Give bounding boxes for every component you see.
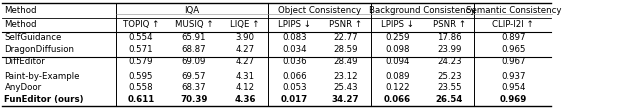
Text: 0.066: 0.066 — [384, 95, 411, 104]
Text: 4.27: 4.27 — [236, 57, 255, 66]
Text: Method: Method — [4, 6, 37, 15]
Text: IQA: IQA — [184, 6, 200, 15]
Text: 0.017: 0.017 — [281, 95, 308, 104]
Text: 23.12: 23.12 — [333, 72, 358, 81]
Text: 3.90: 3.90 — [236, 33, 255, 42]
Text: 4.12: 4.12 — [236, 83, 255, 92]
Text: 65.91: 65.91 — [182, 33, 206, 42]
Text: Object Consistency: Object Consistency — [278, 6, 361, 15]
Text: 4.31: 4.31 — [236, 72, 255, 81]
Text: 0.937: 0.937 — [501, 72, 525, 81]
Text: 25.23: 25.23 — [437, 72, 461, 81]
Text: 68.37: 68.37 — [182, 83, 206, 92]
Text: 0.965: 0.965 — [501, 45, 525, 54]
Text: 0.579: 0.579 — [129, 57, 153, 66]
Text: Paint-by-Example: Paint-by-Example — [4, 72, 80, 81]
Text: Method: Method — [4, 20, 37, 29]
Text: 34.27: 34.27 — [332, 95, 360, 104]
Text: 70.39: 70.39 — [180, 95, 207, 104]
Text: MUSIQ ↑: MUSIQ ↑ — [175, 20, 213, 29]
Text: PSNR ↑: PSNR ↑ — [329, 20, 362, 29]
Text: 0.954: 0.954 — [501, 83, 525, 92]
Text: 0.066: 0.066 — [282, 72, 307, 81]
Text: 0.571: 0.571 — [129, 45, 153, 54]
Text: AnyDoor: AnyDoor — [4, 83, 42, 92]
Text: PSNR ↑: PSNR ↑ — [433, 20, 466, 29]
Text: 26.54: 26.54 — [436, 95, 463, 104]
Text: 4.36: 4.36 — [234, 95, 256, 104]
Text: 0.094: 0.094 — [385, 57, 410, 66]
Text: LPIPS ↓: LPIPS ↓ — [278, 20, 311, 29]
Text: 0.122: 0.122 — [385, 83, 410, 92]
Text: SelfGuidance: SelfGuidance — [4, 33, 62, 42]
Text: Background Consistency: Background Consistency — [369, 6, 476, 15]
Text: DragonDiffusion: DragonDiffusion — [4, 45, 74, 54]
Text: 23.99: 23.99 — [437, 45, 461, 54]
Text: 0.053: 0.053 — [282, 83, 307, 92]
Text: LIQE ↑: LIQE ↑ — [230, 20, 260, 29]
Text: FunEditor (ours): FunEditor (ours) — [4, 95, 84, 104]
Text: 69.57: 69.57 — [182, 72, 206, 81]
Text: 0.554: 0.554 — [129, 33, 153, 42]
Text: 22.77: 22.77 — [333, 33, 358, 42]
Text: Semantic Consistency: Semantic Consistency — [465, 6, 561, 15]
Text: 0.611: 0.611 — [127, 95, 154, 104]
Text: LPIPS ↓: LPIPS ↓ — [381, 20, 414, 29]
Text: 0.967: 0.967 — [501, 57, 525, 66]
Text: TOPIQ ↑: TOPIQ ↑ — [123, 20, 159, 29]
Text: 0.897: 0.897 — [501, 33, 525, 42]
Text: 69.09: 69.09 — [182, 57, 206, 66]
Text: 0.098: 0.098 — [385, 45, 410, 54]
Text: 0.089: 0.089 — [385, 72, 410, 81]
Text: 0.259: 0.259 — [385, 33, 410, 42]
Text: 25.43: 25.43 — [333, 83, 358, 92]
Text: 0.969: 0.969 — [500, 95, 527, 104]
Text: 0.036: 0.036 — [282, 57, 307, 66]
Text: 28.49: 28.49 — [333, 57, 358, 66]
Text: 0.558: 0.558 — [129, 83, 153, 92]
Text: 28.59: 28.59 — [333, 45, 358, 54]
Text: DiffEditor: DiffEditor — [4, 57, 45, 66]
Text: 0.034: 0.034 — [282, 45, 307, 54]
Text: 0.083: 0.083 — [282, 33, 307, 42]
Text: 23.55: 23.55 — [437, 83, 461, 92]
Text: 17.86: 17.86 — [437, 33, 461, 42]
Text: 68.87: 68.87 — [182, 45, 206, 54]
Text: 4.27: 4.27 — [236, 45, 255, 54]
Text: 0.595: 0.595 — [129, 72, 153, 81]
Text: 24.23: 24.23 — [437, 57, 461, 66]
Text: CLIP-I2I ↑: CLIP-I2I ↑ — [492, 20, 534, 29]
